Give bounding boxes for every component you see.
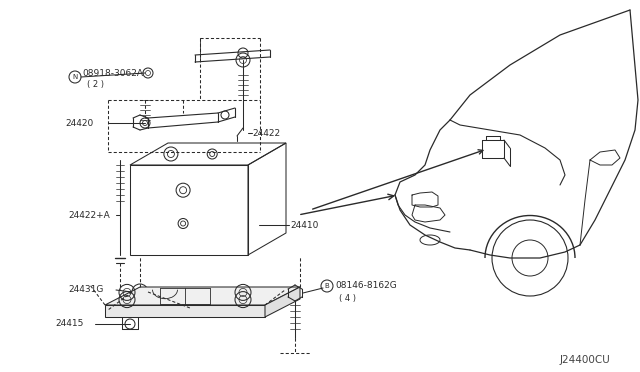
Text: ( 4 ): ( 4 ) xyxy=(339,294,356,302)
Polygon shape xyxy=(105,305,265,317)
Text: 24420: 24420 xyxy=(65,119,93,128)
Text: ( 2 ): ( 2 ) xyxy=(87,80,104,89)
Polygon shape xyxy=(105,287,300,305)
Text: 24415: 24415 xyxy=(55,320,83,328)
Text: B: B xyxy=(324,283,330,289)
Text: N: N xyxy=(72,74,77,80)
Text: 24422+A: 24422+A xyxy=(68,211,109,219)
Text: 24422: 24422 xyxy=(252,128,280,138)
Text: J24400CU: J24400CU xyxy=(560,355,611,365)
Text: 24410: 24410 xyxy=(291,221,319,230)
Text: 08146-8162G: 08146-8162G xyxy=(335,282,397,291)
Text: 08918-3062A: 08918-3062A xyxy=(82,70,143,78)
Polygon shape xyxy=(265,287,300,317)
Text: 24431G: 24431G xyxy=(68,285,104,295)
